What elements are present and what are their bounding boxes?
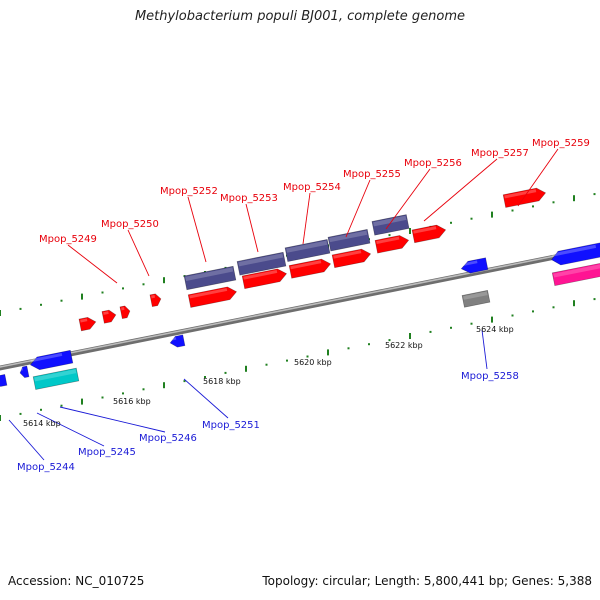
gene-forward	[78, 317, 97, 332]
gene-reverse	[169, 334, 186, 348]
gene-pseudo	[461, 290, 491, 308]
gene-forward	[149, 293, 162, 308]
gene-label-top: Mpop_5256	[404, 158, 462, 169]
gene-reverse	[0, 374, 8, 387]
gene-forward	[119, 305, 131, 320]
gene-forward	[502, 187, 547, 208]
ortholog-block	[371, 214, 410, 236]
gene-forward	[288, 258, 332, 279]
leader-line-bottom	[481, 329, 488, 370]
gene-label-top: Mpop_5259	[532, 138, 590, 149]
genome-summary-text: Topology: circular; Length: 5,800,441 bp…	[262, 574, 592, 588]
leader-line-top	[517, 148, 559, 207]
gene-label-top: Mpop_5249	[39, 234, 97, 245]
scale-label: 5622 kbp	[385, 341, 423, 350]
ortholog-block	[183, 265, 237, 291]
backbone-line	[0, 245, 600, 371]
genome-backbone	[0, 245, 600, 371]
gene-label-bottom: Mpop_5246	[139, 433, 197, 444]
gene-label-top: Mpop_5253	[220, 193, 278, 204]
scale-label: 5620 kbp	[294, 358, 332, 367]
leader-line-top	[245, 203, 259, 253]
leader-line-top	[423, 158, 498, 222]
gene-forward	[374, 235, 410, 254]
label-leader-lines	[8, 148, 559, 461]
leader-line-bottom	[183, 378, 229, 419]
gene-label-top: Mpop_5252	[160, 186, 218, 197]
leader-line-bottom	[8, 419, 45, 461]
gene-label-bottom: Mpop_5245	[78, 447, 136, 458]
gene-label-top: Mpop_5257	[471, 148, 529, 159]
leader-line-top	[67, 244, 118, 284]
gene-label-bottom: Mpop_5258	[461, 371, 519, 382]
leader-line-bottom	[59, 406, 166, 433]
genome-title: Methylobacterium populi BJ001, complete …	[134, 9, 466, 24]
gene-reverse	[19, 365, 30, 378]
backbone-highlight	[0, 246, 600, 368]
accession-text: Accession: NC_010725	[8, 574, 145, 588]
gene-forward	[331, 248, 372, 269]
gene-features	[0, 187, 600, 390]
gene-label-top: Mpop_5255	[343, 169, 401, 180]
leader-line-top	[385, 168, 431, 230]
ortholog-block	[236, 251, 287, 276]
gene-forward	[187, 286, 238, 308]
gene-label-bottom: Mpop_5251	[202, 420, 260, 431]
scale-label: 5616 kbp	[113, 397, 151, 406]
gene-label-top: Mpop_5254	[283, 182, 341, 193]
gene-reverse	[460, 257, 489, 274]
gene-label-top: Mpop_5250	[101, 219, 159, 230]
ortholog-block	[284, 239, 331, 262]
scale-label: 5618 kbp	[203, 377, 241, 386]
gene-label-bottom: Mpop_5244	[17, 462, 75, 473]
ortholog-block	[327, 229, 371, 252]
gene-forward	[411, 224, 447, 244]
scale-label: 5614 kbp	[23, 419, 61, 428]
gene-forward	[241, 268, 288, 290]
leader-line-bottom	[36, 412, 105, 447]
gene-magenta	[551, 261, 600, 287]
scale-label: 5624 kbp	[476, 325, 514, 334]
scale-labels: 5614 kbp 5616 kbp 5618 kbp 5620 kbp 5622 kbp…	[23, 325, 514, 428]
leader-line-top	[127, 229, 150, 277]
leader-line-top	[302, 192, 311, 245]
gene-rna	[32, 367, 80, 390]
gene-reverse	[551, 241, 600, 266]
gene-reverse	[29, 349, 74, 371]
leader-line-top	[187, 196, 207, 263]
leader-line-top	[345, 179, 371, 238]
gene-forward	[101, 309, 117, 324]
